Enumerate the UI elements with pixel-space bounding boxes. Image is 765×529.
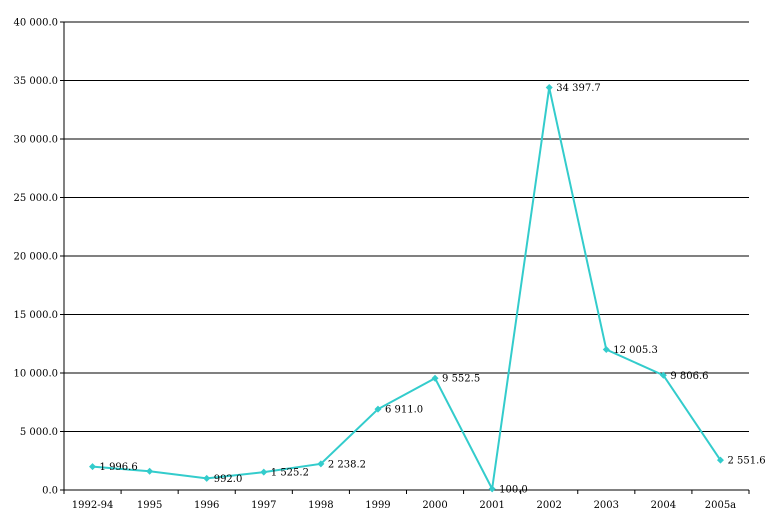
data-label: 9 552.5 (442, 374, 480, 385)
y-tick-label: 15 000.0 (13, 310, 58, 321)
data-label: 992.0 (214, 474, 243, 485)
data-label: 100.0 (499, 484, 528, 495)
x-axis-tick-labels: 1992-94 1995 1996 1997 1998 1999 2000 2001 2002 2… (72, 500, 736, 511)
x-tick-label: 1992-94 (72, 500, 114, 511)
data-label: 1 525.2 (271, 468, 309, 479)
y-tick-label: 25 000.0 (13, 193, 58, 204)
data-label: 1 996.6 (100, 462, 138, 473)
y-tick-label: 10 000.0 (13, 369, 58, 380)
data-point (545, 84, 553, 92)
data-point (317, 460, 325, 468)
y-axis-tick-labels: 0.0 5 000.0 10 000.0 15 000.0 20 000.0 25 000… (13, 18, 58, 497)
data-labels: 1 996.6 992.0 1 525.2 2 238.2 6 911.0 9 552.5… (100, 83, 765, 495)
y-tick-label: 5 000.0 (20, 427, 58, 438)
data-label: 12 005.3 (613, 345, 658, 356)
y-tick-label: 30 000.0 (13, 135, 58, 146)
data-label: 2 551.6 (727, 456, 765, 467)
x-tick-label: 2001 (479, 500, 504, 511)
x-tick-label: 1997 (251, 500, 276, 511)
x-tick-label: 1995 (137, 500, 162, 511)
series-line (92, 87, 722, 493)
y-tick-label: 35 000.0 (13, 76, 58, 87)
x-tick-label: 2000 (422, 500, 447, 511)
axes (60, 21, 750, 494)
x-tick-label: 1998 (308, 500, 333, 511)
x-tick-label: 1996 (194, 500, 219, 511)
data-label: 34 397.7 (556, 83, 601, 94)
x-tick-label: 2004 (651, 500, 676, 511)
data-label: 6 911.0 (385, 405, 423, 416)
x-tick-label: 1999 (365, 500, 390, 511)
series-line-path (92, 87, 722, 493)
data-point (89, 463, 97, 471)
data-label: 2 238.2 (328, 459, 366, 470)
data-point (488, 485, 496, 493)
data-point (602, 346, 610, 354)
data-label: 9 806.6 (670, 371, 708, 382)
data-point-markers (89, 84, 724, 493)
data-point (260, 468, 268, 476)
gridlines (64, 21, 749, 432)
data-point (659, 371, 667, 379)
x-tick-label: 2003 (594, 500, 619, 511)
data-point (374, 405, 382, 413)
data-point (716, 456, 724, 464)
x-tick-label: 2005a (705, 500, 736, 511)
data-point (431, 374, 439, 382)
x-tick-label: 2002 (536, 500, 561, 511)
data-point (203, 474, 211, 482)
y-tick-label: 40 000.0 (13, 18, 58, 29)
y-tick-label: 0.0 (42, 486, 58, 497)
y-tick-label: 20 000.0 (13, 252, 58, 263)
data-point (146, 467, 154, 475)
